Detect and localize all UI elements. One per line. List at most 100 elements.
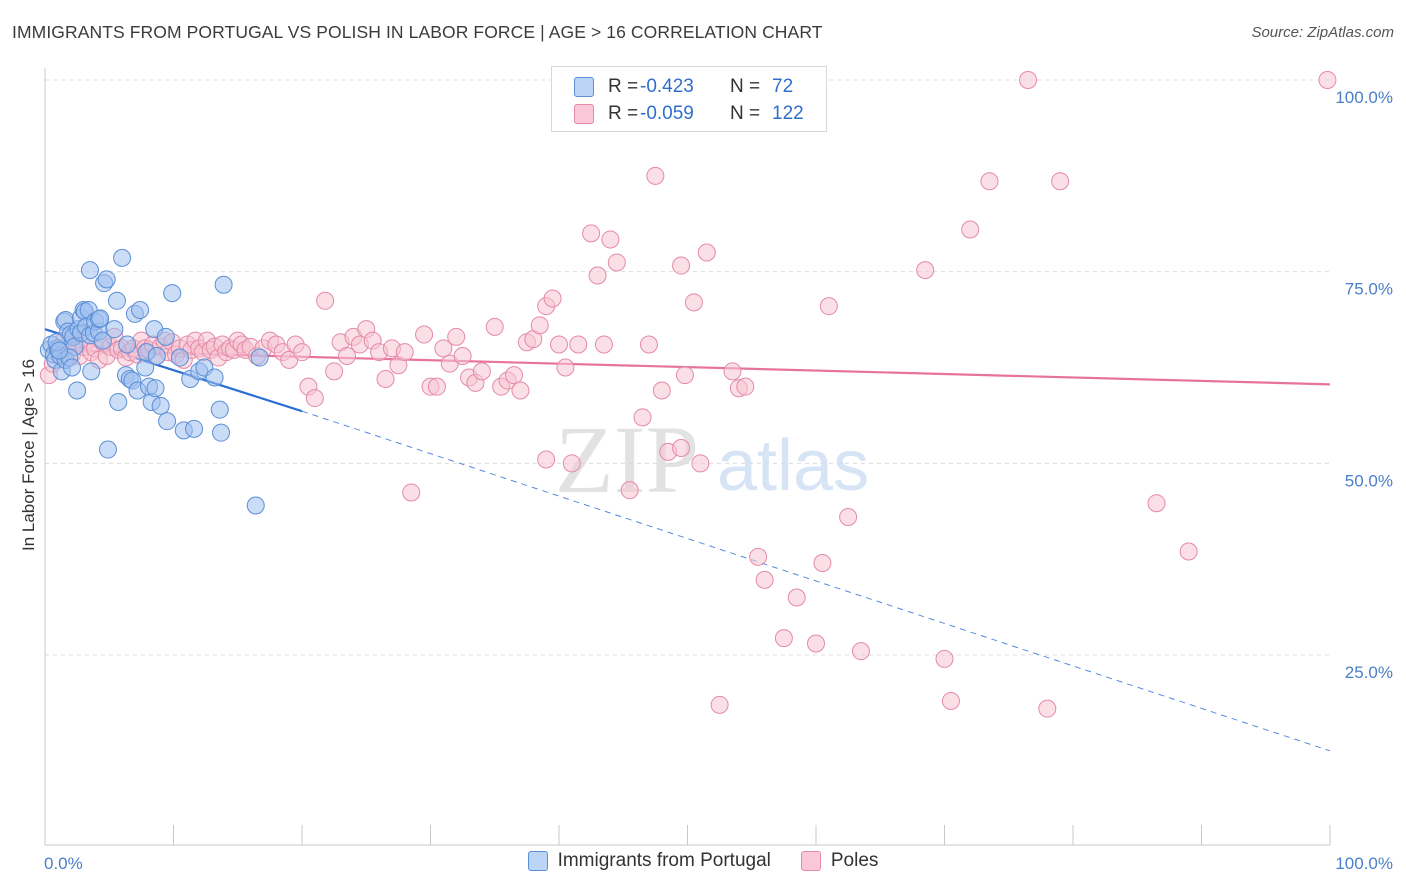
- point-portugal: [62, 358, 81, 377]
- stats-r-value: -0.423: [640, 76, 694, 97]
- point-poles: [537, 450, 556, 469]
- points-poles: [39, 71, 1337, 718]
- point-portugal: [163, 284, 182, 303]
- point-portugal: [113, 248, 132, 267]
- point-poles: [646, 166, 665, 185]
- point-poles: [941, 692, 960, 710]
- y-tick-label: 25.0%: [1345, 663, 1393, 682]
- y-tick-label: 100.0%: [1335, 88, 1393, 107]
- point-portugal: [250, 348, 269, 367]
- point-poles: [601, 230, 620, 249]
- point-portugal: [93, 331, 112, 350]
- point-poles: [839, 508, 858, 526]
- point-poles: [691, 454, 710, 473]
- source-label: Source: ZipAtlas.com: [1251, 24, 1394, 41]
- point-poles: [453, 347, 472, 365]
- point-poles: [472, 362, 491, 381]
- point-poles: [755, 570, 774, 589]
- stats-r-label: R =: [608, 103, 639, 124]
- stats-swatch-poles: [574, 104, 594, 124]
- point-poles: [588, 266, 607, 285]
- trend-lines: [44, 328, 1331, 752]
- point-poles: [916, 261, 935, 280]
- point-portugal: [158, 412, 177, 431]
- point-portugal: [118, 335, 137, 354]
- point-portugal: [147, 347, 166, 365]
- point-poles: [293, 343, 311, 362]
- stats-row-poles: R = -0.059 N = 122: [574, 101, 804, 127]
- point-poles: [1051, 172, 1070, 191]
- point-poles: [639, 335, 658, 354]
- bottom-legend: Immigrants from Portugal Poles: [0, 850, 1406, 872]
- point-poles: [607, 253, 626, 272]
- point-poles: [1038, 699, 1057, 718]
- legend-swatch-poles: [800, 851, 821, 871]
- point-poles: [505, 366, 524, 385]
- point-poles: [550, 335, 568, 354]
- point-poles: [1179, 542, 1198, 561]
- chart-title: IMMIGRANTS FROM PORTUGAL VS POLISH IN LA…: [12, 22, 823, 42]
- stats-row-portugal: R = -0.423 N = 72: [574, 74, 793, 100]
- point-poles: [556, 358, 575, 377]
- point-portugal: [210, 400, 229, 419]
- point-poles: [376, 370, 395, 388]
- point-poles: [562, 454, 581, 473]
- point-portugal: [151, 396, 170, 415]
- point-poles: [633, 408, 652, 427]
- point-poles: [1318, 71, 1337, 89]
- point-poles: [980, 172, 999, 191]
- point-poles: [594, 335, 613, 354]
- point-poles: [316, 291, 335, 310]
- point-poles: [652, 381, 671, 400]
- point-portugal: [205, 368, 224, 387]
- axes: [44, 68, 1331, 846]
- point-poles: [774, 629, 793, 648]
- point-poles: [1019, 71, 1038, 89]
- legend-swatch-portugal: [527, 851, 548, 871]
- point-poles: [337, 347, 356, 365]
- stats-swatch-portugal: [574, 77, 594, 97]
- point-portugal: [109, 393, 128, 411]
- point-poles: [582, 224, 601, 243]
- legend-label-poles: Poles: [830, 850, 879, 871]
- point-poles: [620, 481, 639, 500]
- legend-item-poles[interactable]: Poles: [800, 850, 879, 872]
- point-portugal: [185, 419, 204, 438]
- point-poles: [807, 634, 825, 653]
- y-tick-label: 75.0%: [1345, 280, 1393, 299]
- stats-n-value: 72: [772, 76, 794, 97]
- point-portugal: [212, 423, 231, 442]
- point-portugal: [246, 496, 265, 515]
- x-tick-label-max: 100.0%: [1335, 854, 1393, 873]
- point-poles: [447, 327, 466, 346]
- point-poles: [787, 588, 806, 607]
- point-poles: [395, 343, 414, 362]
- point-portugal: [97, 270, 116, 289]
- point-portugal: [170, 348, 189, 367]
- stats-r-label: R =: [608, 76, 639, 97]
- point-poles: [434, 339, 453, 358]
- point-poles: [684, 293, 703, 312]
- stats-n-label: N =: [730, 103, 761, 124]
- point-poles: [710, 695, 729, 714]
- legend-item-portugal[interactable]: Immigrants from Portugal: [527, 850, 771, 872]
- point-poles: [672, 256, 691, 275]
- point-poles: [305, 389, 324, 408]
- point-portugal: [107, 291, 126, 310]
- point-poles: [749, 547, 768, 566]
- x-tick-label-min: 0.0%: [44, 854, 83, 873]
- point-poles: [402, 483, 421, 502]
- point-poles: [961, 220, 980, 239]
- point-poles: [325, 362, 344, 381]
- point-poles: [672, 439, 691, 457]
- point-portugal: [146, 379, 165, 398]
- tick-labels: 25.0% 50.0% 75.0% 100.0% 0.0% 100.0%: [44, 88, 1393, 873]
- point-poles: [675, 366, 694, 385]
- point-poles: [511, 381, 530, 400]
- point-poles: [813, 554, 832, 572]
- stats-n-label: N =: [730, 76, 761, 97]
- point-poles: [1147, 494, 1166, 513]
- point-portugal: [105, 320, 124, 339]
- point-portugal: [98, 440, 117, 459]
